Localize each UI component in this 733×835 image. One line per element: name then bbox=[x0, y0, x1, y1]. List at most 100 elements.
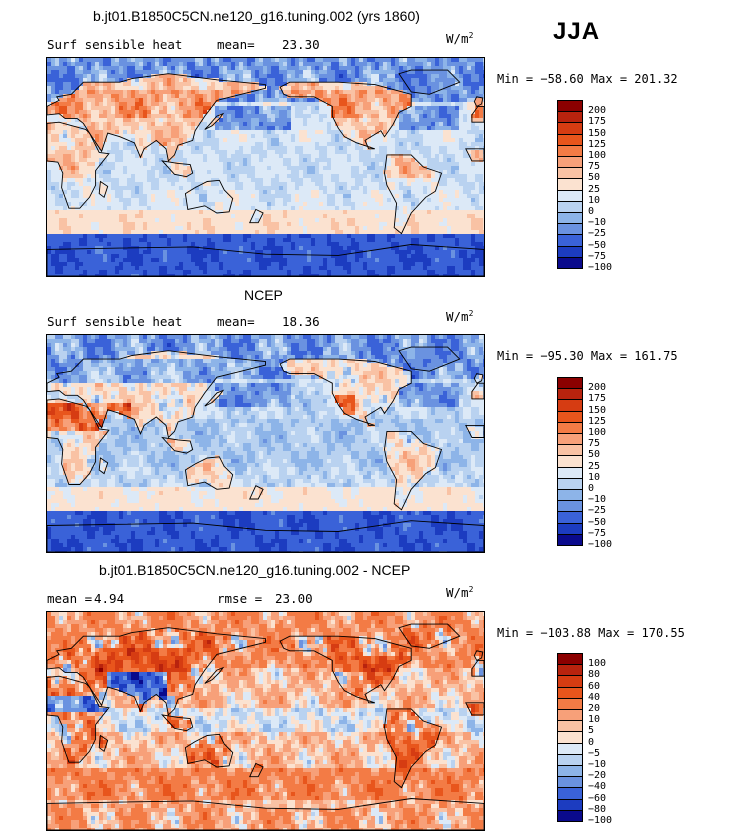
heatmap-cell bbox=[175, 214, 180, 219]
heatmap-cell bbox=[147, 186, 152, 191]
heatmap-cell bbox=[67, 102, 72, 107]
heatmap-cell bbox=[231, 218, 236, 223]
heatmap-cell bbox=[291, 166, 296, 171]
heatmap-cell bbox=[59, 206, 64, 211]
heatmap-cell bbox=[199, 146, 204, 151]
heatmap-cell bbox=[447, 78, 452, 83]
heatmap-cell bbox=[463, 230, 468, 235]
heatmap-cell bbox=[183, 206, 188, 211]
heatmap-cell bbox=[123, 234, 128, 239]
heatmap-cell bbox=[199, 210, 204, 215]
heatmap-cell bbox=[291, 182, 296, 187]
heatmap-cell bbox=[471, 166, 476, 171]
heatmap-cell bbox=[255, 234, 260, 239]
heatmap-cell bbox=[291, 158, 296, 163]
heatmap-cell bbox=[379, 58, 384, 63]
heatmap-cell bbox=[327, 154, 332, 159]
heatmap-cell bbox=[115, 218, 120, 223]
heatmap-cell bbox=[379, 146, 384, 151]
heatmap-cell bbox=[311, 82, 316, 87]
heatmap-cell bbox=[151, 82, 156, 87]
heatmap-cell bbox=[207, 138, 212, 143]
heatmap-cell bbox=[131, 114, 136, 119]
heatmap-cell bbox=[127, 234, 132, 239]
heatmap-cell bbox=[219, 178, 224, 183]
heatmap-cell bbox=[255, 162, 260, 167]
heatmap-cell bbox=[47, 166, 52, 171]
heatmap-cell bbox=[431, 150, 436, 155]
heatmap-cell bbox=[215, 226, 220, 231]
heatmap-cell bbox=[463, 210, 468, 215]
heatmap-cell bbox=[339, 174, 344, 179]
heatmap-cell bbox=[355, 142, 360, 147]
heatmap-cell bbox=[95, 86, 100, 91]
heatmap-cell bbox=[407, 102, 412, 107]
heatmap-cell bbox=[363, 146, 368, 151]
heatmap-cell bbox=[463, 198, 468, 203]
heatmap-cell bbox=[219, 70, 224, 75]
heatmap-cell bbox=[459, 106, 464, 111]
heatmap-cell bbox=[475, 166, 480, 171]
heatmap-cell bbox=[251, 170, 256, 175]
heatmap-cell bbox=[175, 86, 180, 91]
heatmap-cell bbox=[107, 182, 112, 187]
heatmap-cell bbox=[191, 106, 196, 111]
heatmap-cell bbox=[199, 126, 204, 131]
heatmap-cell bbox=[239, 190, 244, 195]
heatmap-cell bbox=[291, 114, 296, 119]
heatmap-cell bbox=[319, 62, 324, 67]
heatmap-cell bbox=[407, 66, 412, 71]
heatmap-cell bbox=[355, 126, 360, 131]
heatmap-cell bbox=[59, 222, 64, 227]
heatmap-cell bbox=[47, 94, 52, 99]
heatmap-cell bbox=[267, 58, 272, 63]
heatmap-cell bbox=[311, 98, 316, 103]
heatmap-cell bbox=[227, 146, 232, 151]
heatmap-cell bbox=[339, 126, 344, 131]
heatmap-cell bbox=[407, 70, 412, 75]
heatmap-cell bbox=[87, 86, 92, 91]
heatmap-cell bbox=[483, 146, 484, 151]
heatmap-cell bbox=[339, 234, 344, 239]
heatmap-cell bbox=[195, 222, 200, 227]
heatmap-cell bbox=[407, 210, 412, 215]
heatmap-cell bbox=[311, 234, 316, 239]
heatmap-cell bbox=[307, 130, 312, 135]
heatmap-cell bbox=[51, 178, 56, 183]
heatmap-cell bbox=[255, 94, 260, 99]
heatmap-cell bbox=[247, 118, 252, 123]
heatmap-cell bbox=[275, 62, 280, 67]
heatmap-cell bbox=[215, 102, 220, 107]
heatmap-cell bbox=[455, 126, 460, 131]
heatmap-cell bbox=[187, 130, 192, 135]
heatmap-cell bbox=[327, 142, 332, 147]
heatmap-cell bbox=[163, 102, 168, 107]
heatmap-cell bbox=[411, 122, 416, 127]
heatmap-cell bbox=[151, 130, 156, 135]
heatmap-cell bbox=[67, 170, 72, 175]
heatmap-cell bbox=[323, 98, 328, 103]
heatmap-cell bbox=[243, 146, 248, 151]
heatmap-cell bbox=[55, 66, 60, 71]
heatmap-cell bbox=[291, 62, 296, 67]
heatmap-cell bbox=[71, 182, 76, 187]
heatmap-cell bbox=[179, 174, 184, 179]
heatmap-cell bbox=[255, 182, 260, 187]
heatmap-cell bbox=[83, 226, 88, 231]
heatmap-cell bbox=[447, 58, 452, 63]
heatmap-cell bbox=[67, 154, 72, 159]
heatmap-cell bbox=[391, 66, 396, 71]
heatmap-cell bbox=[347, 202, 352, 207]
heatmap-cell bbox=[303, 110, 308, 115]
heatmap-cell bbox=[451, 126, 456, 131]
heatmap-cell bbox=[267, 206, 272, 211]
heatmap-cell bbox=[211, 102, 216, 107]
heatmap-cell bbox=[267, 234, 272, 239]
heatmap-cell bbox=[479, 198, 484, 203]
heatmap-cell bbox=[203, 62, 208, 67]
heatmap-cell bbox=[399, 114, 404, 119]
heatmap-cell bbox=[455, 66, 460, 71]
heatmap-cell bbox=[359, 94, 364, 99]
heatmap-cell bbox=[55, 178, 60, 183]
heatmap-cell bbox=[271, 86, 276, 91]
